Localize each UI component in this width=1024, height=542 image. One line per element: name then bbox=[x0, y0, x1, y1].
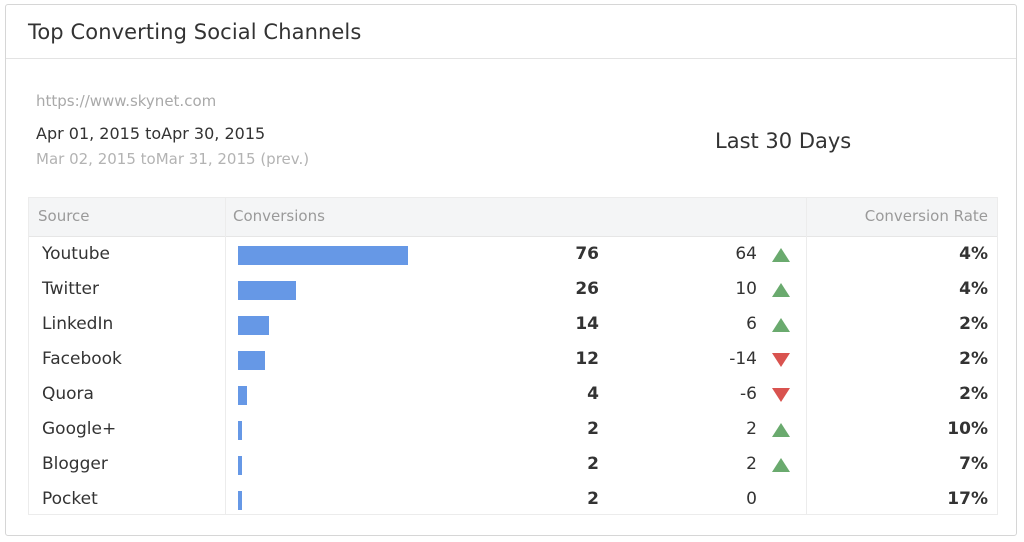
row-source: Google+ bbox=[42, 419, 117, 439]
row-change: -6 bbox=[740, 384, 757, 404]
table-header: Source Conversions Conversion Rate bbox=[29, 198, 997, 237]
column-divider bbox=[225, 198, 226, 514]
widget-header: Top Converting Social Channels bbox=[6, 5, 1016, 59]
conversions-bar bbox=[238, 281, 296, 300]
site-url: https://www.skynet.com bbox=[36, 92, 217, 110]
row-change: 6 bbox=[746, 314, 757, 334]
row-source: Quora bbox=[42, 384, 94, 404]
row-change: 2 bbox=[746, 454, 757, 474]
row-conversion-rate: 2% bbox=[959, 349, 988, 369]
header-source[interactable]: Source bbox=[38, 207, 90, 225]
triangle-up-icon bbox=[772, 423, 790, 437]
row-conversions: 76 bbox=[575, 244, 599, 264]
conversions-bar bbox=[238, 421, 242, 440]
row-source: Blogger bbox=[42, 454, 108, 474]
row-conversions: 2 bbox=[587, 454, 599, 474]
date-range: Apr 01, 2015 toApr 30, 2015 bbox=[36, 124, 266, 143]
widget-info: https://www.skynet.com Apr 01, 2015 toAp… bbox=[6, 59, 1016, 196]
row-source: Twitter bbox=[42, 279, 99, 299]
period-label: Last 30 Days bbox=[715, 129, 852, 153]
table-row[interactable]: Youtube 76 64 4% bbox=[29, 238, 997, 273]
row-conversion-rate: 4% bbox=[959, 279, 988, 299]
row-conversion-rate: 17% bbox=[947, 489, 988, 509]
header-conversion-rate[interactable]: Conversion Rate bbox=[864, 207, 988, 225]
table-row[interactable]: Pocket 2 0 17% bbox=[29, 483, 997, 518]
channels-table: Source Conversions Conversion Rate Youtu… bbox=[28, 197, 998, 515]
widget-title: Top Converting Social Channels bbox=[28, 19, 362, 44]
conversions-bar bbox=[238, 456, 242, 475]
row-conversions: 4 bbox=[587, 384, 599, 404]
table-row[interactable]: Google+ 2 2 10% bbox=[29, 413, 997, 448]
table-row[interactable]: Facebook 12 -14 2% bbox=[29, 343, 997, 378]
conversions-bar bbox=[238, 351, 265, 370]
triangle-down-icon bbox=[772, 388, 790, 402]
row-conversions: 2 bbox=[587, 419, 599, 439]
table-row[interactable]: Quora 4 -6 2% bbox=[29, 378, 997, 413]
row-source: Facebook bbox=[42, 349, 122, 369]
row-source: LinkedIn bbox=[42, 314, 114, 334]
row-change: 2 bbox=[746, 419, 757, 439]
column-divider bbox=[806, 198, 807, 514]
row-conversions: 14 bbox=[575, 314, 599, 334]
row-change: -14 bbox=[729, 349, 757, 369]
table-row[interactable]: Twitter 26 10 4% bbox=[29, 273, 997, 308]
row-conversion-rate: 4% bbox=[959, 244, 988, 264]
row-conversion-rate: 2% bbox=[959, 314, 988, 334]
row-source: Pocket bbox=[42, 489, 98, 509]
triangle-up-icon bbox=[772, 248, 790, 262]
table-row[interactable]: Blogger 2 2 7% bbox=[29, 448, 997, 483]
triangle-up-icon bbox=[772, 458, 790, 472]
row-conversions: 2 bbox=[587, 489, 599, 509]
row-conversion-rate: 2% bbox=[959, 384, 988, 404]
conversions-bar bbox=[238, 491, 242, 510]
row-conversion-rate: 7% bbox=[959, 454, 988, 474]
triangle-up-icon bbox=[772, 283, 790, 297]
row-conversion-rate: 10% bbox=[947, 419, 988, 439]
triangle-down-icon bbox=[772, 353, 790, 367]
row-change: 64 bbox=[735, 244, 757, 264]
row-change: 10 bbox=[735, 279, 757, 299]
row-change: 0 bbox=[746, 489, 757, 509]
conversions-bar bbox=[238, 386, 247, 405]
table-row[interactable]: LinkedIn 14 6 2% bbox=[29, 308, 997, 343]
row-conversions: 12 bbox=[575, 349, 599, 369]
row-source: Youtube bbox=[42, 244, 110, 264]
widget-card: Top Converting Social Channels https://w… bbox=[5, 4, 1017, 536]
row-conversions: 26 bbox=[575, 279, 599, 299]
conversions-bar bbox=[238, 316, 269, 335]
previous-date-range: Mar 02, 2015 toMar 31, 2015 (prev.) bbox=[36, 150, 310, 168]
triangle-up-icon bbox=[772, 318, 790, 332]
conversions-bar bbox=[238, 246, 408, 265]
header-conversions[interactable]: Conversions bbox=[233, 207, 325, 225]
